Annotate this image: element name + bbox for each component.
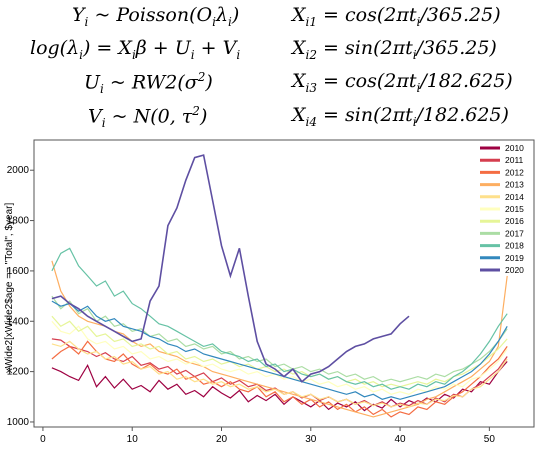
legend-label-2012: 2012	[505, 167, 524, 177]
y-tick-label: 1200	[7, 367, 30, 378]
formula-right-4: Xi4 = sin(2πti/182.625)	[292, 104, 509, 129]
legend-label-2013: 2013	[505, 180, 524, 190]
legend-label-2016: 2016	[505, 216, 524, 226]
series-line-2016	[51, 315, 508, 388]
legend-label-2011: 2011	[505, 155, 524, 165]
series-line-2020	[51, 154, 410, 383]
x-tick-label: 50	[484, 434, 496, 445]
formula-left-4: Vi ~ N(0, τ2)	[88, 104, 208, 131]
formula-panel: Yi ~ Poisson(Oiλi) log(λi) = Xiβ + Ui + …	[0, 0, 550, 140]
series-line-2010	[51, 361, 508, 412]
y-axis: 1000 1200 1400 1600 1800 2000	[7, 165, 34, 428]
y-tick-label: 1600	[7, 266, 30, 277]
formula-right-1: Xi1 = cos(2πti/365.25)	[292, 4, 501, 29]
y-tick-label: 2000	[7, 165, 30, 176]
series-line-2018	[51, 247, 508, 390]
formula-left-2: log(λi) = Xiβ + Ui + Vi	[30, 37, 241, 62]
series-line-2015	[51, 320, 508, 395]
legend-label-2010: 2010	[505, 143, 524, 153]
y-tick-label: 1000	[7, 417, 30, 428]
legend-label-2018: 2018	[505, 241, 524, 251]
legend-label-2020: 2020	[505, 265, 524, 275]
series-line-2017	[51, 295, 508, 383]
legend-label-2019: 2019	[505, 253, 524, 263]
line-chart: 1000 1200 1400 1600 1800 2000 0 10 20 30 40 50 201…	[4, 139, 535, 445]
formula-left-1: Yi ~ Poisson(Oiλi)	[72, 4, 240, 29]
x-tick-label: 30	[305, 434, 317, 445]
x-tick-label: 20	[216, 434, 228, 445]
series-line-2019	[51, 300, 508, 400]
series-line-2014	[51, 340, 508, 408]
plot-frame	[33, 139, 535, 428]
series-layer	[51, 154, 508, 418]
x-axis: 0 10 20 30 40 50	[40, 427, 495, 445]
series-line-2013	[51, 260, 508, 418]
legend-label-2017: 2017	[505, 228, 524, 238]
series-line-2012	[51, 340, 508, 418]
formula-left-3: Ui ~ RW2(σ2)	[84, 70, 213, 97]
y-axis-label: xWide2[xWide2$age == "Total", $year]	[4, 203, 15, 374]
formula-right-2: Xi2 = sin(2πti/365.25)	[292, 37, 497, 62]
x-tick-label: 0	[40, 434, 46, 445]
y-tick-label: 1400	[7, 316, 30, 327]
x-tick-label: 40	[395, 434, 407, 445]
legend: 2010 2011 2012 2013 2014 2015 2016 2017 2018 2019…	[480, 143, 524, 275]
x-tick-label: 10	[127, 434, 139, 445]
legend-label-2015: 2015	[505, 204, 524, 214]
y-tick-label: 1800	[7, 216, 30, 227]
formula-right-3: Xi3 = cos(2πti/182.625)	[292, 70, 513, 95]
legend-label-2014: 2014	[505, 192, 524, 202]
